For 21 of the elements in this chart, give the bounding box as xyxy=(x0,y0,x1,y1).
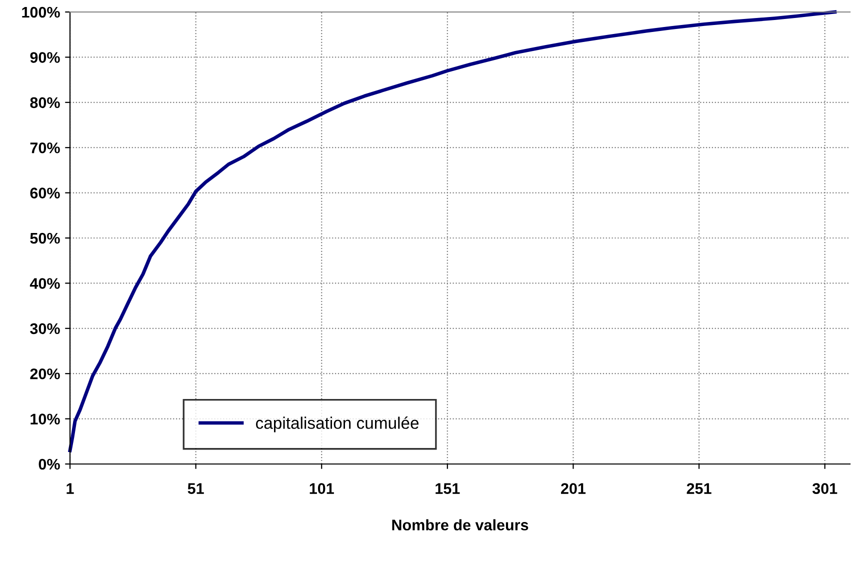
y-tick-label: 50% xyxy=(30,232,60,244)
y-tick-label: 30% xyxy=(30,323,60,334)
y-tick-label: 0% xyxy=(38,458,60,470)
y-tick-label: 80% xyxy=(30,97,60,108)
x-tick-label: 1 xyxy=(66,483,74,494)
y-tick-label: 90% xyxy=(30,52,60,63)
x-tick-label: 201 xyxy=(561,483,586,494)
legend-label: capitalisation cumulée xyxy=(256,416,419,432)
y-tick-label: 60% xyxy=(30,188,60,198)
y-tick-label: 100% xyxy=(22,6,60,18)
x-tick-label: 251 xyxy=(686,483,712,494)
x-tick-label: 101 xyxy=(310,483,334,494)
x-axis-title: Nombre de valeurs xyxy=(392,519,528,530)
line-series xyxy=(68,10,837,452)
y-tick-label: 40% xyxy=(30,278,60,289)
y-tick-label: 20% xyxy=(30,368,60,380)
y-tick-label: 10% xyxy=(30,414,60,424)
x-tick-label: 51 xyxy=(188,483,204,494)
x-tick-label: 301 xyxy=(812,483,838,494)
y-tick-label: 70% xyxy=(30,142,60,154)
x-tick-label: 151 xyxy=(436,483,460,494)
